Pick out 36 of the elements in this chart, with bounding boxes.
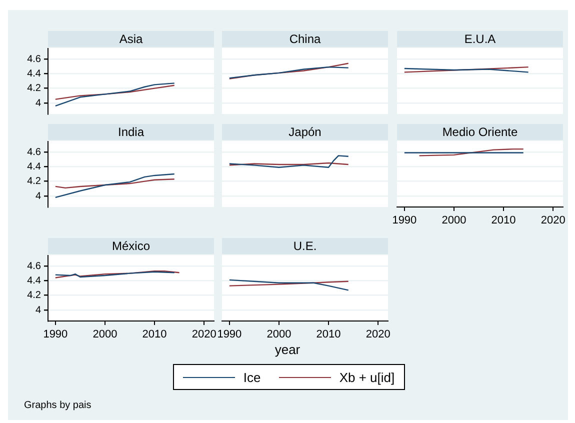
chart-title: Asia: [48, 31, 214, 47]
chart-title: U.E.: [222, 238, 388, 254]
y-tick-label: 4.6: [27, 260, 42, 272]
x-tick-label: 2010: [491, 214, 516, 227]
chart-title: México: [48, 238, 214, 254]
y-tick-label: 4: [35, 98, 42, 109]
chart-title: Japón: [222, 124, 388, 140]
x-tick-label: 1990: [392, 214, 417, 227]
x-tick-label: 2020: [540, 214, 566, 227]
y-tick-label: 4.4: [27, 68, 42, 80]
y-tick-label: 4.6: [27, 54, 42, 65]
legend-label: Ice: [243, 370, 261, 384]
chart-title: India: [48, 124, 214, 140]
y-tick-label: 4.6: [27, 146, 42, 158]
y-tick-label: 4: [35, 304, 42, 316]
x-tick-label: 2000: [442, 214, 466, 227]
y-tick-label: 4: [35, 190, 42, 202]
text: Graphs by pais: [24, 400, 92, 411]
x-tick-label: 2000: [266, 328, 292, 341]
chart-title: Medio Oriente: [397, 124, 563, 140]
x-tick-label: 1990: [217, 328, 242, 341]
y-tick-label: 4.4: [27, 275, 42, 286]
y-tick-label: 4.2: [27, 176, 42, 188]
x-axis-title: year: [274, 342, 302, 357]
x-tick-label: 2010: [142, 328, 167, 341]
legend-label: Xb + u[id]: [339, 370, 395, 384]
x-tick-label: 2000: [92, 328, 118, 341]
chart-title: China: [222, 31, 388, 47]
x-tick-label: 2010: [316, 328, 341, 341]
x-tick-label: 2020: [366, 328, 390, 341]
x-tick-label: 2020: [192, 328, 216, 341]
y-tick-label: 4.4: [27, 161, 42, 172]
y-tick-label: 4.2: [27, 83, 42, 94]
y-tick-label: 4.2: [27, 290, 42, 302]
x-tick-label: 1990: [43, 328, 68, 341]
chart-title: E.U.A: [397, 31, 563, 47]
